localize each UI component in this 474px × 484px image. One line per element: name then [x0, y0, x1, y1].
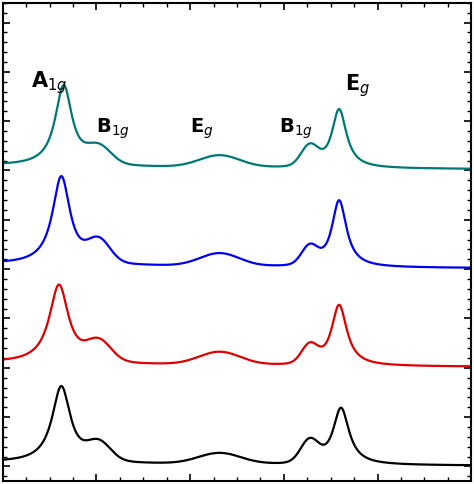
Text: B$_{1g}$: B$_{1g}$ [97, 116, 130, 141]
Text: E$_{g}$: E$_{g}$ [190, 116, 214, 141]
Text: E$_{g}$: E$_{g}$ [345, 73, 370, 99]
Text: A$_{1g}$: A$_{1g}$ [31, 70, 67, 96]
Text: B$_{1g}$: B$_{1g}$ [279, 116, 313, 141]
